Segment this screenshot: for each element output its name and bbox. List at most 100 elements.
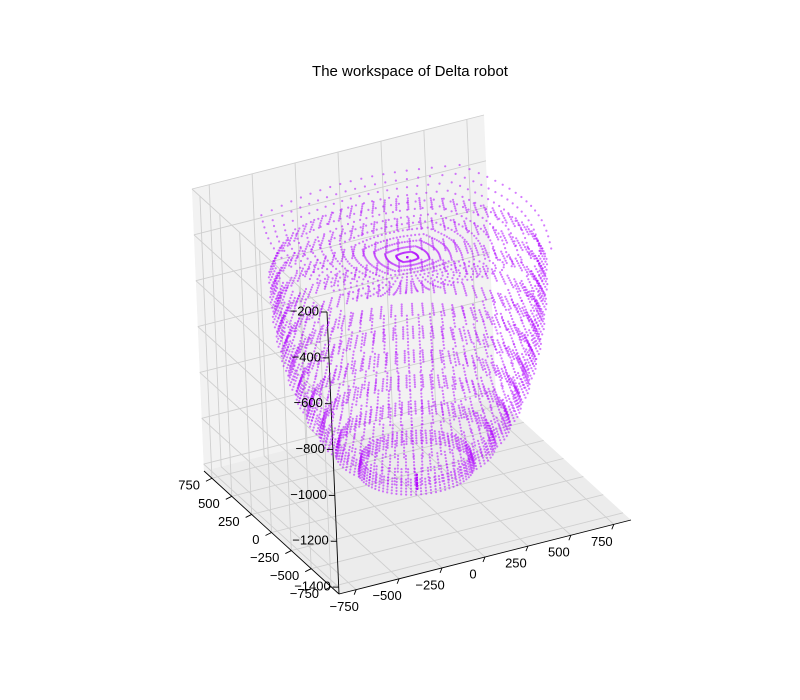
scatter-point bbox=[309, 261, 312, 264]
scatter-point bbox=[325, 382, 328, 385]
scatter-point bbox=[417, 320, 420, 323]
scatter-point bbox=[325, 196, 329, 199]
scatter-point bbox=[355, 337, 358, 340]
scatter-point bbox=[359, 326, 362, 329]
scatter-point bbox=[354, 228, 357, 231]
scatter-point bbox=[458, 409, 461, 412]
scatter-point bbox=[320, 430, 323, 433]
scatter-point bbox=[291, 219, 294, 222]
scatter-point bbox=[397, 240, 400, 243]
scatter-point bbox=[389, 410, 392, 413]
scatter-point bbox=[512, 367, 515, 370]
scatter-point bbox=[399, 290, 402, 293]
scatter-point bbox=[470, 341, 473, 344]
scatter-point bbox=[395, 347, 398, 351]
scatter-point bbox=[408, 246, 412, 249]
scatter-point bbox=[407, 203, 410, 206]
scatter-point bbox=[500, 273, 503, 276]
scatter-point bbox=[501, 252, 504, 255]
scatter-point bbox=[430, 369, 433, 373]
scatter-point bbox=[471, 311, 474, 314]
scatter-point bbox=[476, 319, 479, 323]
scatter-point bbox=[385, 242, 388, 245]
scatter-point bbox=[338, 217, 341, 220]
scatter-point bbox=[426, 275, 429, 278]
scatter-point bbox=[396, 370, 399, 373]
scatter-point bbox=[278, 324, 281, 327]
scatter-point bbox=[430, 345, 434, 348]
scatter-point bbox=[471, 273, 474, 276]
scatter-point bbox=[369, 316, 372, 319]
scatter-point bbox=[512, 417, 515, 420]
scatter-point bbox=[451, 306, 454, 309]
scatter-point bbox=[361, 240, 365, 243]
scatter-point bbox=[400, 223, 403, 226]
scatter-point bbox=[490, 395, 493, 398]
scatter-point bbox=[444, 268, 447, 271]
scatter-point bbox=[282, 304, 285, 307]
scatter-point bbox=[470, 403, 473, 406]
scatter-point bbox=[371, 271, 375, 275]
scatter-point bbox=[487, 215, 490, 218]
scatter-point bbox=[302, 330, 305, 333]
scatter-point bbox=[346, 398, 350, 401]
scatter-point bbox=[440, 328, 443, 331]
scatter-point bbox=[383, 292, 387, 295]
scatter-point bbox=[515, 308, 518, 311]
scatter-point bbox=[332, 328, 335, 331]
scatter-point bbox=[348, 337, 351, 340]
scatter-point bbox=[364, 370, 368, 373]
scatter-point bbox=[352, 220, 356, 223]
scatter-point bbox=[430, 228, 433, 231]
scatter-point bbox=[358, 270, 361, 273]
scatter-point bbox=[386, 375, 389, 378]
scatter-point bbox=[376, 365, 379, 368]
grid-line-z-left bbox=[201, 417, 338, 542]
scatter-point bbox=[291, 313, 294, 316]
scatter-point bbox=[279, 331, 282, 335]
scatter-point bbox=[508, 233, 511, 236]
scatter-point bbox=[314, 377, 317, 381]
scatter-point bbox=[347, 206, 350, 209]
scatter-point bbox=[414, 245, 417, 248]
scatter-point bbox=[315, 304, 318, 307]
scatter-point bbox=[414, 200, 417, 203]
scatter-point bbox=[546, 283, 549, 286]
scatter-point bbox=[453, 383, 456, 386]
scatter-point bbox=[281, 298, 284, 301]
scatter-point bbox=[303, 401, 306, 404]
scatter-point bbox=[364, 273, 367, 276]
scatter-point bbox=[529, 273, 533, 276]
scatter-point bbox=[299, 368, 302, 371]
scatter-point bbox=[525, 331, 528, 334]
scatter-point bbox=[272, 321, 275, 324]
scatter-point bbox=[390, 285, 393, 289]
scatter-point bbox=[346, 222, 350, 226]
scatter-point bbox=[336, 272, 339, 275]
scatter-point bbox=[431, 368, 434, 371]
scatter-point bbox=[464, 289, 467, 292]
scatter-point bbox=[319, 222, 322, 225]
scatter-point bbox=[389, 204, 393, 207]
scatter-point bbox=[517, 333, 520, 336]
scatter-point bbox=[430, 428, 433, 431]
scatter-point bbox=[420, 426, 423, 429]
scatter-point bbox=[442, 343, 445, 347]
scatter-point bbox=[379, 198, 382, 201]
scatter-point bbox=[330, 353, 333, 356]
scatter-point bbox=[486, 175, 489, 178]
scatter-point bbox=[295, 299, 298, 302]
scatter-point bbox=[324, 417, 327, 420]
scatter-point bbox=[326, 326, 329, 329]
scatter-point bbox=[486, 311, 489, 314]
scatter-point bbox=[467, 386, 470, 389]
scatter-point bbox=[525, 377, 529, 380]
scatter-point bbox=[455, 203, 459, 206]
scatter-point bbox=[292, 347, 295, 350]
scatter-point bbox=[520, 319, 523, 322]
scatter-point bbox=[435, 275, 439, 279]
scatter-point bbox=[275, 335, 278, 338]
scatter-point bbox=[494, 231, 497, 234]
scatter-point bbox=[408, 240, 411, 243]
scatter-point bbox=[496, 292, 500, 295]
